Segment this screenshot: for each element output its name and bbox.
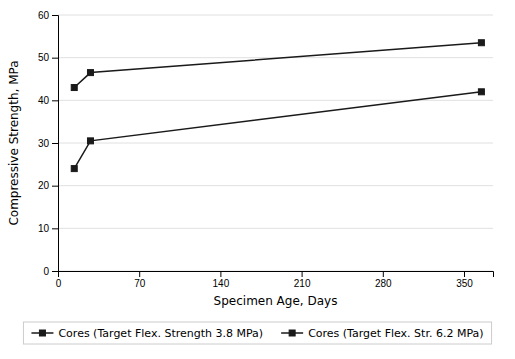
y-tick-mark bbox=[52, 186, 58, 187]
legend-marker bbox=[39, 330, 45, 336]
grid-line bbox=[58, 143, 493, 144]
y-axis-line bbox=[52, 16, 59, 272]
point bbox=[478, 89, 484, 95]
x-tick-mark bbox=[464, 271, 465, 277]
y-tick-label: 20 bbox=[38, 180, 50, 191]
grid bbox=[58, 15, 493, 271]
y-tick: 20 bbox=[38, 180, 58, 191]
x-tick-label: 280 bbox=[375, 278, 392, 289]
point bbox=[87, 138, 93, 144]
series bbox=[71, 40, 484, 91]
point bbox=[87, 70, 93, 76]
y-tick: 30 bbox=[38, 138, 58, 149]
y-tick-mark bbox=[52, 15, 58, 16]
y-axis-title: Compressive Strength, MPa bbox=[7, 60, 21, 225]
x-axis-line bbox=[59, 272, 494, 278]
y-tick-mark bbox=[52, 143, 58, 144]
x-tick-label: 350 bbox=[456, 278, 473, 289]
legend-label: Cores (Target Flex. Strength 3.8 MPa) bbox=[58, 327, 263, 340]
point bbox=[478, 40, 484, 46]
legend-marker bbox=[289, 330, 295, 336]
x-tick: 350 bbox=[456, 271, 473, 289]
chart: 0 70 140 210 280 350 0 10 20 30 40 50 60 Specimen Age… bbox=[0, 0, 515, 359]
x-axis-title: Specimen Age, Days bbox=[214, 294, 338, 308]
y-tick-label: 40 bbox=[38, 95, 50, 106]
x-axis: 0 70 140 210 280 350 bbox=[56, 271, 494, 289]
legend-frame bbox=[23, 322, 491, 344]
marks bbox=[71, 40, 484, 172]
point bbox=[71, 85, 77, 91]
legend-item: Cores (Target Flex. Str. 6.2 MPa) bbox=[281, 327, 483, 340]
x-tick: 280 bbox=[375, 271, 392, 289]
x-tick-mark bbox=[302, 271, 303, 277]
x-tick-mark bbox=[220, 271, 221, 277]
y-tick-label: 10 bbox=[38, 223, 50, 234]
y-tick-mark bbox=[52, 100, 58, 101]
y-tick: 40 bbox=[38, 95, 58, 106]
y-tick-mark bbox=[52, 58, 58, 59]
y-tick: 50 bbox=[38, 52, 58, 63]
x-tick-mark bbox=[383, 271, 384, 277]
x-tick-mark bbox=[139, 271, 140, 277]
x-tick-label: 210 bbox=[294, 278, 311, 289]
y-tick-label: 30 bbox=[38, 138, 50, 149]
x-tick: 210 bbox=[294, 271, 311, 289]
y-tick-label: 60 bbox=[38, 10, 50, 21]
y-tick-label: 0 bbox=[43, 266, 49, 277]
series bbox=[71, 89, 484, 172]
x-tick: 140 bbox=[213, 271, 230, 289]
legend-label: Cores (Target Flex. Str. 6.2 MPa) bbox=[308, 327, 483, 340]
grid-line bbox=[58, 100, 493, 101]
series-line bbox=[74, 43, 481, 88]
series-line bbox=[74, 92, 481, 169]
x-tick-label: 140 bbox=[213, 278, 230, 289]
x-tick-label: 0 bbox=[56, 278, 62, 289]
y-tick: 10 bbox=[38, 223, 58, 234]
legend: Cores (Target Flex. Strength 3.8 MPa) Cor… bbox=[23, 322, 491, 344]
x-tick: 70 bbox=[134, 271, 146, 289]
y-tick: 0 bbox=[43, 266, 58, 277]
y-tick-mark bbox=[52, 228, 58, 229]
x-tick: 0 bbox=[56, 271, 62, 289]
y-axis: 0 10 20 30 40 50 60 bbox=[38, 10, 59, 277]
x-tick-label: 70 bbox=[134, 278, 146, 289]
y-tick-label: 50 bbox=[38, 52, 50, 63]
grid-line bbox=[58, 185, 493, 186]
y-tick-mark bbox=[52, 271, 58, 272]
point bbox=[71, 166, 77, 172]
grid-line bbox=[58, 228, 493, 229]
y-tick: 60 bbox=[38, 10, 58, 21]
legend-item: Cores (Target Flex. Strength 3.8 MPa) bbox=[31, 327, 263, 340]
plot: 0 70 140 210 280 350 0 10 20 30 40 50 60 Specimen Age… bbox=[7, 10, 494, 308]
grid-line bbox=[58, 15, 493, 16]
